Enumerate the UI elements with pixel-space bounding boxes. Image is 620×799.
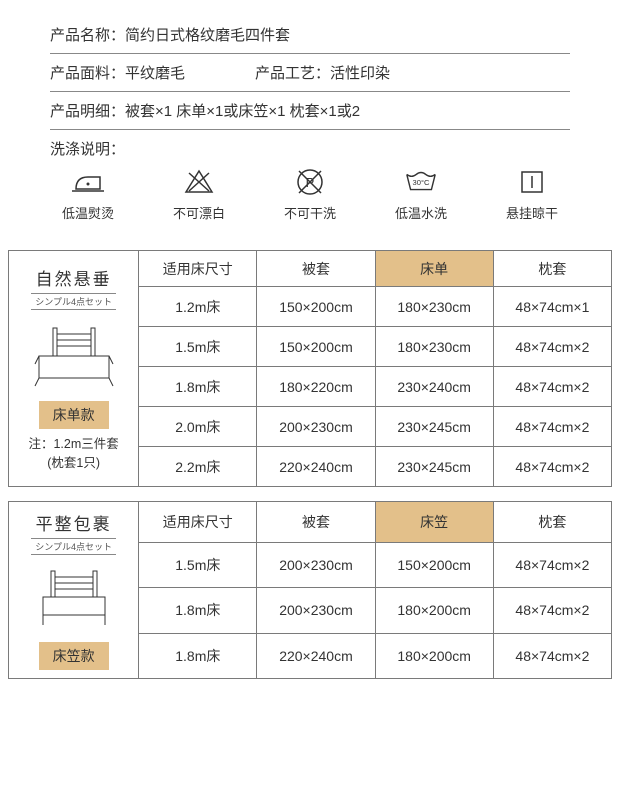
iron-icon bbox=[70, 167, 106, 197]
info-row-name: 产品名称： 简约日式格纹磨毛四件套 bbox=[50, 16, 570, 54]
dry-icon bbox=[514, 167, 550, 197]
wash-label: 洗涤说明： bbox=[50, 138, 125, 159]
wash-water: 30°C 低温水洗 bbox=[395, 167, 447, 222]
table-side-fitted: 平整包裹 シンプル4点セット 床笠款 bbox=[9, 502, 139, 679]
bleach-icon bbox=[181, 167, 217, 197]
craft-label: 产品工艺： bbox=[255, 62, 330, 83]
info-row-wash: 洗涤说明： bbox=[50, 130, 570, 167]
table-side-sheet: 自然悬垂 シンプル4点セット 床单款 注：1.2m三件套 bbox=[9, 251, 139, 487]
th: 被套 bbox=[257, 251, 375, 287]
size-table-fitted: 平整包裹 シンプル4点セット 床笠款 适用床尺寸 bbox=[8, 501, 612, 679]
wash-dry: 悬挂晾干 bbox=[506, 167, 558, 222]
craft-value: 活性印染 bbox=[330, 62, 390, 83]
tables-container: 自然悬垂 シンプル4点セット 床单款 注：1.2m三件套 bbox=[0, 250, 620, 679]
bed-fitted-icon bbox=[13, 565, 134, 634]
size-table-sheet: 自然悬垂 シンプル4点セット 床单款 注：1.2m三件套 bbox=[8, 250, 612, 487]
th-highlight: 床笠 bbox=[375, 502, 493, 543]
product-info: 产品名称： 简约日式格纹磨毛四件套 产品面料： 平纹磨毛 产品工艺： 活性印染 … bbox=[0, 0, 620, 250]
material-label: 产品面料： bbox=[50, 62, 125, 83]
detail-label: 产品明细： bbox=[50, 100, 125, 121]
info-row-detail: 产品明细： 被套×1 床单×1或床笠×1 枕套×1或2 bbox=[50, 92, 570, 130]
material-value: 平纹磨毛 bbox=[125, 62, 185, 83]
th-highlight: 床单 bbox=[375, 251, 493, 287]
side-badge: 床笠款 bbox=[39, 642, 109, 670]
side-sub: シンプル4点セット bbox=[31, 538, 116, 555]
wash-icons: 低温熨烫 不可漂白 P 不可干洗 30°C 低温水洗 悬挂晾干 bbox=[50, 167, 570, 240]
bed-sheet-icon bbox=[13, 320, 134, 393]
th: 被套 bbox=[257, 502, 375, 543]
name-value: 简约日式格纹磨毛四件套 bbox=[125, 24, 290, 45]
wash-label-0: 低温熨烫 bbox=[62, 203, 114, 222]
th: 枕套 bbox=[493, 251, 611, 287]
th: 适用床尺寸 bbox=[139, 502, 257, 543]
wash-label-3: 低温水洗 bbox=[395, 203, 447, 222]
th: 枕套 bbox=[493, 502, 611, 543]
side-badge: 床单款 bbox=[39, 401, 109, 429]
side-title: 自然悬垂 bbox=[13, 265, 134, 290]
side-sub: シンプル4点セット bbox=[31, 293, 116, 310]
side-note: 注：1.2m三件套 (枕套1只) bbox=[13, 435, 134, 473]
info-row-material: 产品面料： 平纹磨毛 产品工艺： 活性印染 bbox=[50, 54, 570, 92]
table-header-row: 平整包裹 シンプル4点セット 床笠款 适用床尺寸 bbox=[9, 502, 612, 543]
side-title: 平整包裹 bbox=[13, 510, 134, 535]
wash-label-1: 不可漂白 bbox=[173, 203, 225, 222]
wash-dryclean: P 不可干洗 bbox=[284, 167, 336, 222]
wash-label-2: 不可干洗 bbox=[284, 203, 336, 222]
wash-bleach: 不可漂白 bbox=[173, 167, 225, 222]
name-label: 产品名称： bbox=[50, 24, 125, 45]
wash-label-4: 悬挂晾干 bbox=[506, 203, 558, 222]
wash-icon: 30°C bbox=[403, 167, 439, 197]
th: 适用床尺寸 bbox=[139, 251, 257, 287]
dryclean-icon: P bbox=[292, 167, 328, 197]
table-header-row: 自然悬垂 シンプル4点セット 床单款 注：1.2m三件套 bbox=[9, 251, 612, 287]
detail-value: 被套×1 床单×1或床笠×1 枕套×1或2 bbox=[125, 100, 360, 121]
wash-iron: 低温熨烫 bbox=[62, 167, 114, 222]
svg-text:30°C: 30°C bbox=[413, 178, 430, 187]
